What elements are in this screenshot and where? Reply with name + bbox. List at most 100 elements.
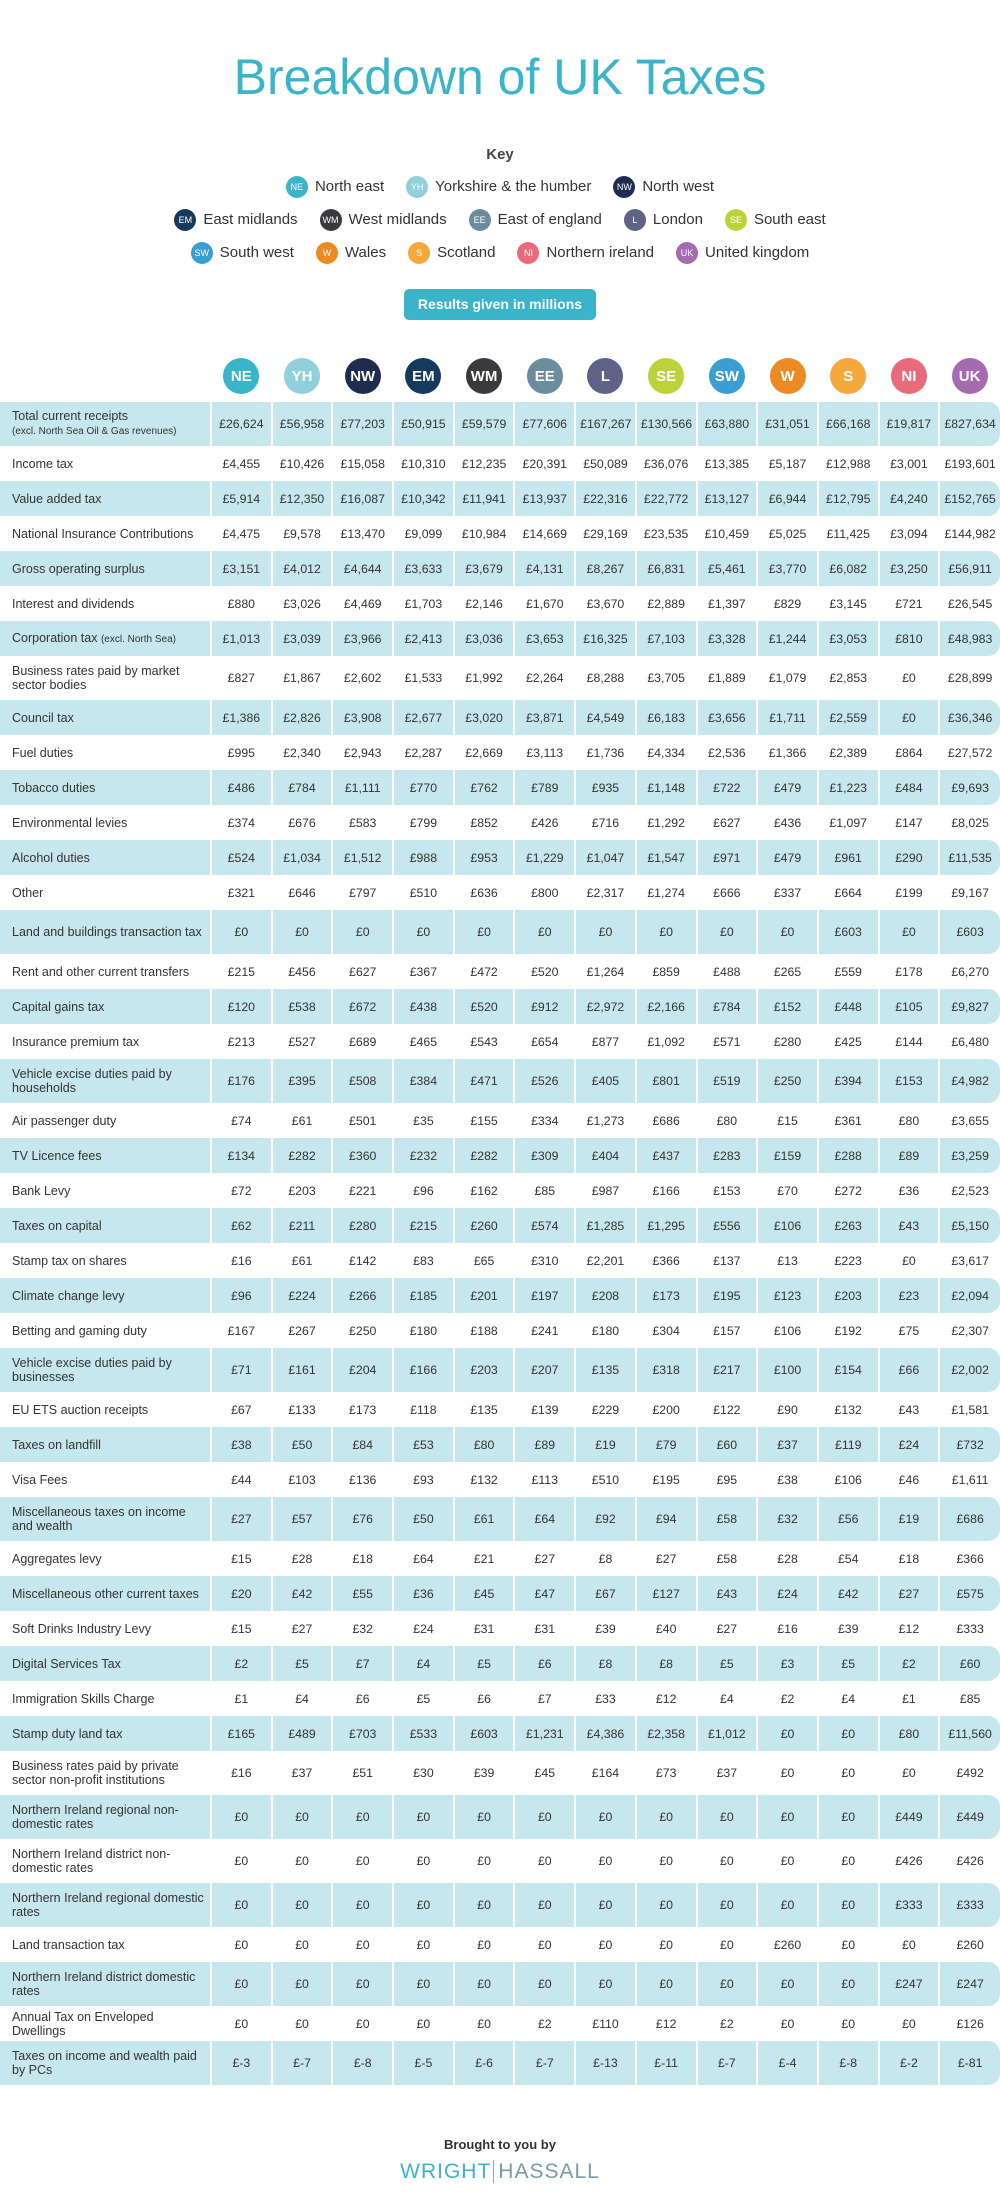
cell-value: £0 bbox=[756, 1839, 818, 1883]
cell-value: £118 bbox=[392, 1392, 454, 1427]
cell-value: £5 bbox=[392, 1681, 454, 1716]
cell-value: £154 bbox=[816, 1348, 879, 1392]
cell-value: £247 bbox=[938, 1962, 1000, 2006]
cell-value: £224 bbox=[270, 1278, 333, 1313]
cell-value: £8,025 bbox=[938, 805, 1000, 840]
cell-value: £337 bbox=[756, 875, 818, 910]
row-label: Taxes on capital bbox=[0, 1208, 211, 1243]
cell-value: £126 bbox=[938, 2006, 1000, 2041]
table-row: Digital Services Tax £2 £5 £7 £4 £5 £6 £8 £8 £5 £3… bbox=[0, 1646, 1000, 1681]
cell-value: £12 bbox=[634, 1681, 697, 1716]
cell-value: £11,941 bbox=[452, 481, 515, 516]
cell-value: £159 bbox=[756, 1138, 818, 1173]
cell-value: £32 bbox=[756, 1497, 818, 1541]
cell-value: £627 bbox=[331, 954, 394, 989]
cell-value: £16 bbox=[756, 1611, 818, 1646]
cell-value: £93 bbox=[392, 1462, 454, 1497]
table-row: Taxes on income and wealth paid by PCs £-… bbox=[0, 2041, 1000, 2085]
cell-value: £333 bbox=[938, 1611, 1000, 1646]
table-row: Alcohol duties £524 £1,034 £1,512 £988 £953 £1… bbox=[0, 840, 1000, 875]
table-row: Taxes on landfill £38 £50 £84 £53 £80 £89 £19 £7… bbox=[0, 1427, 1000, 1462]
cell-value: £426 bbox=[877, 1839, 940, 1883]
cell-value: £6,831 bbox=[634, 551, 697, 586]
cell-value: £6,480 bbox=[938, 1024, 1000, 1059]
cell-value: £0 bbox=[574, 1962, 636, 2006]
row-label-text: Alcohol duties bbox=[12, 850, 90, 865]
cell-value: £722 bbox=[695, 770, 758, 805]
cell-value: £2,669 bbox=[452, 735, 515, 770]
row-label-text: Betting and gaming duty bbox=[12, 1323, 147, 1338]
cell-value: £250 bbox=[331, 1313, 394, 1348]
cell-value: £3,145 bbox=[816, 586, 879, 621]
cell-value: £384 bbox=[392, 1059, 454, 1103]
table-row: Fuel duties £995 £2,340 £2,943 £2,287 £2,669 £… bbox=[0, 735, 1000, 770]
cell-value: £135 bbox=[574, 1348, 636, 1392]
cell-value: £13 bbox=[756, 1243, 818, 1278]
cell-value: £96 bbox=[210, 1278, 272, 1313]
cell-value: £80 bbox=[877, 1716, 940, 1751]
cell-value: £260 bbox=[938, 1927, 1000, 1962]
key-label: East of england bbox=[497, 211, 602, 228]
cell-value: £0 bbox=[816, 2006, 879, 2041]
cell-value: £310 bbox=[513, 1243, 576, 1278]
table-row: Visa Fees £44 £103 £136 £93 £132 £113 £510 £195 £… bbox=[0, 1462, 1000, 1497]
cell-value: £3,094 bbox=[877, 516, 940, 551]
cell-value: £60 bbox=[938, 1646, 1000, 1681]
cell-value: £28 bbox=[270, 1541, 333, 1576]
cell-value: £1,711 bbox=[756, 700, 818, 735]
cell-value: £0 bbox=[816, 1927, 879, 1962]
tax-table: NE YH NW EM WM EE L SE SW W S NI UK Total current re… bbox=[0, 350, 1000, 2085]
cell-value: £-7 bbox=[513, 2041, 576, 2085]
cell-value: £282 bbox=[452, 1138, 515, 1173]
cell-value: £489 bbox=[270, 1716, 333, 1751]
cell-value: £0 bbox=[331, 2006, 394, 2041]
cell-value: £2,972 bbox=[574, 989, 636, 1024]
cell-value: £144 bbox=[877, 1024, 940, 1059]
cell-value: £23,535 bbox=[634, 516, 697, 551]
key-label: West midlands bbox=[348, 211, 447, 228]
cell-value: £3,020 bbox=[452, 700, 515, 735]
cell-value: £173 bbox=[331, 1392, 394, 1427]
cell-value: £83 bbox=[392, 1243, 454, 1278]
cell-value: £39 bbox=[452, 1751, 515, 1795]
key-row: NE North east YH Yorkshire & the humber NW No… bbox=[0, 170, 1000, 203]
cell-value: £272 bbox=[816, 1173, 879, 1208]
cell-value: £19 bbox=[574, 1427, 636, 1462]
cell-value: £3,250 bbox=[877, 551, 940, 586]
cell-value: £486 bbox=[210, 770, 272, 805]
cell-value: £57 bbox=[270, 1497, 333, 1541]
cell-value: £0 bbox=[452, 1962, 515, 2006]
cell-value: £11,425 bbox=[816, 516, 879, 551]
cell-value: £1 bbox=[877, 1681, 940, 1716]
cell-value: £15 bbox=[210, 1611, 272, 1646]
cell-value: £53 bbox=[392, 1427, 454, 1462]
cell-value: £1,397 bbox=[695, 586, 758, 621]
cell-value: £672 bbox=[331, 989, 394, 1024]
cell-value: £31,051 bbox=[756, 402, 818, 446]
row-label-text: EU ETS auction receipts bbox=[12, 1402, 149, 1417]
cell-value: £449 bbox=[877, 1795, 940, 1839]
cell-value: £686 bbox=[634, 1103, 697, 1138]
cell-value: £689 bbox=[331, 1024, 394, 1059]
table-row: Total current receipts (excl. North Sea O… bbox=[0, 402, 1000, 446]
row-label: Miscellaneous other current taxes bbox=[0, 1576, 211, 1611]
cell-value: £1,034 bbox=[270, 840, 333, 875]
cell-value: £45 bbox=[452, 1576, 515, 1611]
cell-value: £0 bbox=[513, 1795, 576, 1839]
row-label: Land transaction tax bbox=[0, 1927, 211, 1962]
cell-value: £61 bbox=[270, 1243, 333, 1278]
cell-value: £0 bbox=[210, 1839, 272, 1883]
cell-value: £2,413 bbox=[392, 621, 454, 656]
cell-value: £2,317 bbox=[574, 875, 636, 910]
cell-value: £0 bbox=[392, 1839, 454, 1883]
cell-value: £4,131 bbox=[513, 551, 576, 586]
cell-value: £1,292 bbox=[634, 805, 697, 840]
cell-value: £0 bbox=[331, 910, 394, 954]
cell-value: £201 bbox=[452, 1278, 515, 1313]
key-label: North east bbox=[314, 178, 385, 195]
row-label-text: Aggregates levy bbox=[12, 1551, 102, 1566]
cell-value: £89 bbox=[513, 1427, 576, 1462]
cell-value: £19,817 bbox=[877, 402, 940, 446]
cell-value: £0 bbox=[877, 910, 940, 954]
